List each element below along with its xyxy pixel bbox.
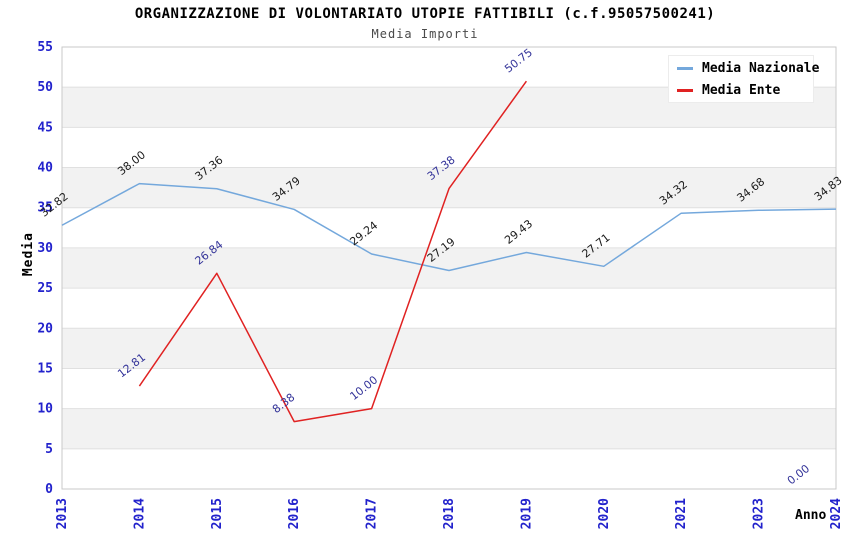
x-tick-label: 2018 bbox=[442, 498, 457, 529]
x-tick-label: 2019 bbox=[519, 498, 534, 529]
y-tick-label: 20 bbox=[37, 321, 53, 336]
series-line-media-nazionale bbox=[61, 182, 837, 272]
legend: Media Nazionale Media Ente bbox=[668, 55, 819, 103]
x-tick-label: 2020 bbox=[597, 498, 612, 529]
legend-label: Media Ente bbox=[702, 82, 781, 98]
series-line-media-ente bbox=[138, 80, 528, 423]
chart-subtitle: Media Importi bbox=[371, 27, 479, 41]
x-tick-label: 2017 bbox=[365, 498, 380, 529]
grid-band bbox=[62, 408, 836, 449]
y-tick-label: 10 bbox=[37, 402, 53, 417]
y-tick-label: 50 bbox=[37, 80, 53, 95]
y-tick-label: 35 bbox=[37, 201, 53, 216]
y-tick-label: 30 bbox=[37, 241, 53, 256]
data-point-label: 29.43 bbox=[502, 217, 535, 247]
legend-item-media-ente: Media Ente bbox=[677, 83, 813, 98]
y-tick-label: 5 bbox=[45, 442, 53, 457]
data-point-label: 50.75 bbox=[502, 46, 535, 76]
y-tick-label: 25 bbox=[37, 281, 53, 296]
x-tick-label: 2016 bbox=[287, 498, 302, 529]
x-tick-label: 2024 bbox=[829, 498, 844, 529]
y-tick-label: 55 bbox=[37, 40, 53, 55]
legend-item-media-nazionale: Media Nazionale bbox=[677, 61, 819, 76]
y-tick-label: 45 bbox=[37, 120, 53, 135]
x-tick-label: 2013 bbox=[55, 498, 70, 529]
data-point-label: 0.00 bbox=[785, 462, 812, 487]
x-axis-title: Anno bbox=[795, 508, 827, 523]
y-tick-label: 15 bbox=[37, 361, 53, 376]
x-tick-label: 2014 bbox=[132, 498, 147, 529]
x-tick-label: 2015 bbox=[210, 498, 225, 529]
grid-band bbox=[62, 328, 836, 369]
x-tick-label: 2021 bbox=[674, 498, 689, 529]
y-axis-title: Media bbox=[21, 232, 36, 277]
legend-label: Media Nazionale bbox=[702, 60, 820, 76]
legend-swatch-nazionale-line-icon bbox=[677, 66, 693, 70]
data-point-label: 29.24 bbox=[347, 219, 380, 249]
x-tick-label: 2023 bbox=[752, 498, 767, 529]
legend-swatch-ente-line-icon bbox=[677, 88, 693, 92]
grid-band bbox=[62, 247, 836, 289]
y-tick-label: 40 bbox=[37, 161, 53, 176]
plot-border bbox=[61, 46, 837, 490]
y-tick-label: 0 bbox=[45, 482, 53, 497]
chart-title: ORGANIZZAZIONE DI VOLONTARIATO UTOPIE FA… bbox=[134, 6, 716, 22]
